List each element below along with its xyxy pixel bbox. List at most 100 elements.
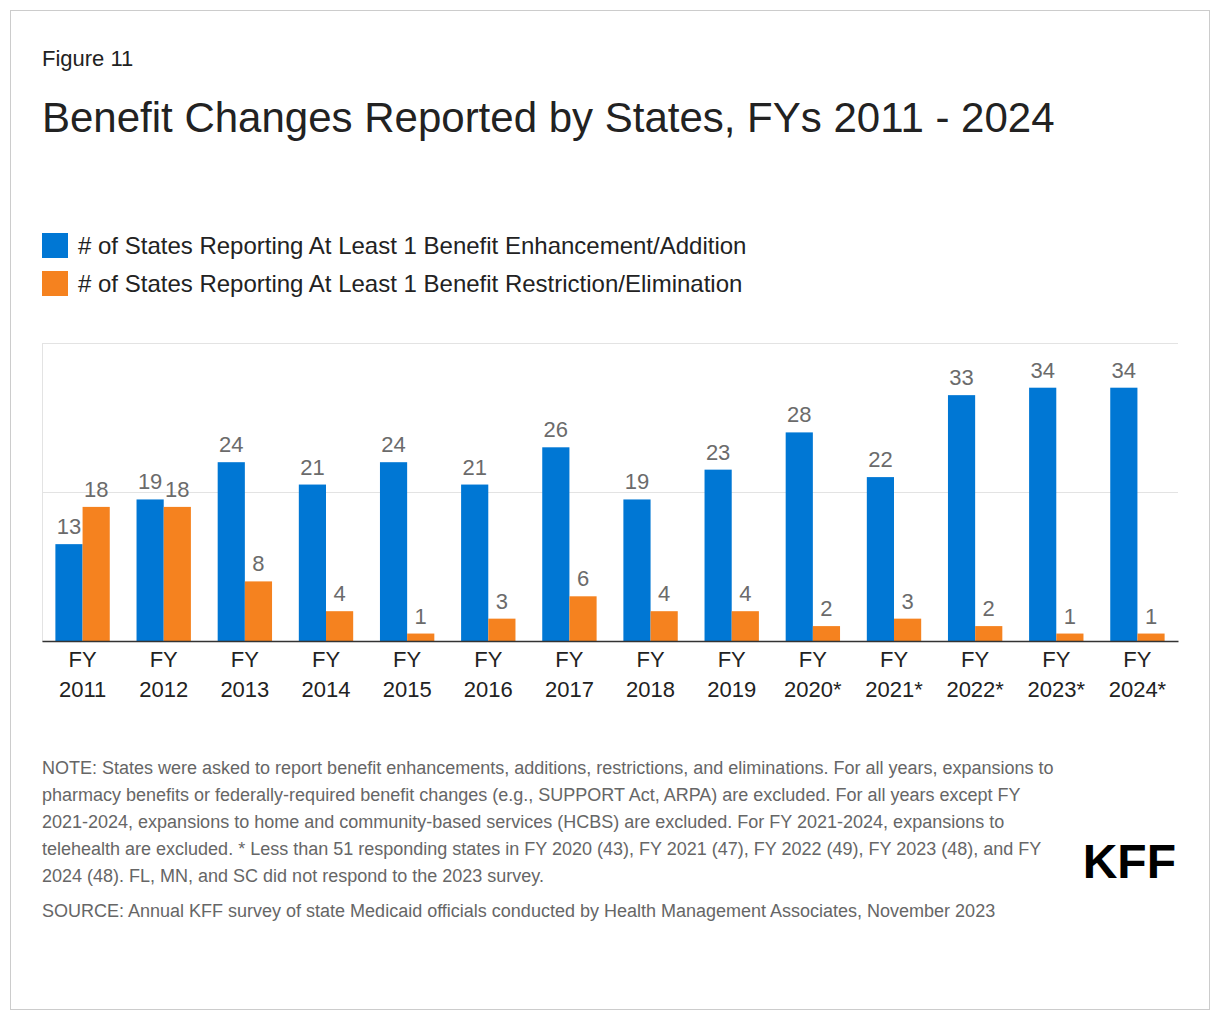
x-tick: FY 2014 [302,641,351,702]
x-tick-label: FY2023* [1028,647,1086,702]
x-tick-label-line: FY [880,647,908,672]
data-label: 2 [820,596,832,621]
data-label: 19 [138,469,162,494]
data-label: 24 [381,432,405,457]
bar [1029,388,1056,641]
x-tick: FY2023* [1028,641,1086,702]
data-label: 13 [57,514,81,539]
title: Benefit Changes Reported by States, FYs … [42,94,1055,141]
data-label: 22 [868,447,892,472]
x-tick-label-line: 2024* [1109,677,1167,702]
data-label: 1 [415,604,427,629]
x-tick-label: FY2019 [707,647,756,702]
text-line: SOURCE: Annual KFF survey of state Medic… [42,901,995,921]
figure-number: Figure 11 [42,46,133,71]
data-label: 23 [706,440,730,465]
data-label: 8 [252,551,264,576]
data-label: 18 [165,477,189,502]
data-label: 24 [219,432,243,457]
data-label: 28 [787,402,811,427]
text-line: pharmacy benefits or federally-required … [42,785,1020,805]
x-tick-label-line: 2020* [784,677,842,702]
data-label: 4 [739,581,751,606]
x-tick-label-line: 2015 [383,677,432,702]
bar [705,470,732,641]
bar [83,507,110,641]
bar [326,611,353,641]
x-axis-line [43,641,1179,643]
grid-line [42,492,1178,493]
x-tick-label-line: FY [637,647,665,672]
x-tick-label-line: FY [231,647,259,672]
data-label: 18 [84,477,108,502]
legend-swatch [42,233,68,258]
y-axis-line [43,344,1179,642]
x-tick: FY2017 [545,641,594,702]
x-tick: FY 2018 [626,641,675,702]
x-tick-label: FY2011 [59,647,106,702]
x-tick: FY 2015 [383,641,432,702]
x-tick-label-line: 2013 [220,677,269,702]
text-line: telehealth are excluded. * Less than 51 … [42,839,1041,859]
x-tick-label-line: FY [312,647,340,672]
x-tick-label: FY 2013 [220,647,269,702]
x-tick-label-line: FY [961,647,989,672]
logo: KFF [1083,835,1176,888]
text-line: 2021-2024, expansions to home and commun… [42,812,1004,832]
x-tick: FY 2013 [220,641,269,702]
bar [813,626,840,641]
data-label: 3 [901,589,913,614]
x-tick: FY2022* [946,641,1004,702]
bar [948,395,975,641]
bar [569,596,596,641]
bar [651,611,678,641]
bar [867,477,894,641]
y-axis [42,344,1178,642]
bar [137,499,164,641]
x-tick-label: FY2022* [946,647,1004,702]
data-label: 4 [658,581,670,606]
bar [245,581,272,641]
data-label: 34 [1030,358,1054,383]
x-tick-label-line: 2011 [59,677,106,702]
x-tick-label: FY 2024* [1109,647,1167,702]
x-tick: FY2011 [59,641,106,702]
data-label: 21 [462,455,486,480]
x-axis: FY2011FY2012FY2013FY2014FY2015FY2016FY20… [43,641,1179,702]
text-line: NOTE: States were asked to report benefi… [42,758,1054,778]
bar [407,634,434,641]
bar [1137,634,1164,641]
x-tick-label-line: 2019 [707,677,756,702]
bar [218,462,245,641]
text-line: Benefit Changes Reported by States, FYs … [42,94,1055,141]
x-tick-label: FY 2018 [626,647,675,702]
x-tick-label-line: FY [150,647,178,672]
data-label: 1 [1064,604,1076,629]
data-label: 3 [496,589,508,614]
note: NOTE: States were asked to report benefi… [42,758,1054,886]
x-tick-label: FY 2015 [383,647,432,702]
x-tick-label-line: 2018 [626,677,675,702]
bar [542,447,569,641]
x-tick: FY2019 [707,641,756,702]
chart: Figure 11 Benefit Changes Reported by Sta… [0,0,1220,1020]
x-tick-label-line: FY [555,647,583,672]
bar [623,499,650,641]
bar [461,485,488,641]
data-label: 4 [333,581,345,606]
x-tick-label: FY2016 [464,647,513,702]
x-tick-label-line: 2012 [139,677,188,702]
x-tick-label-line: 2021* [865,677,923,702]
data-label: 33 [949,365,973,390]
legend-label: # of States Reporting At Least 1 Benefit… [78,270,742,297]
x-tick-label-line: 2014 [302,677,351,702]
x-tick-label-line: FY [474,647,502,672]
x-tick-label-line: FY [1123,647,1151,672]
x-tick-label: FY2017 [545,647,594,702]
data-label: 2 [983,596,995,621]
data-label: 6 [577,566,589,591]
x-tick-label-line: FY [393,647,421,672]
bar [894,619,921,641]
bar [786,432,813,641]
source: SOURCE: Annual KFF survey of state Medic… [42,901,995,921]
